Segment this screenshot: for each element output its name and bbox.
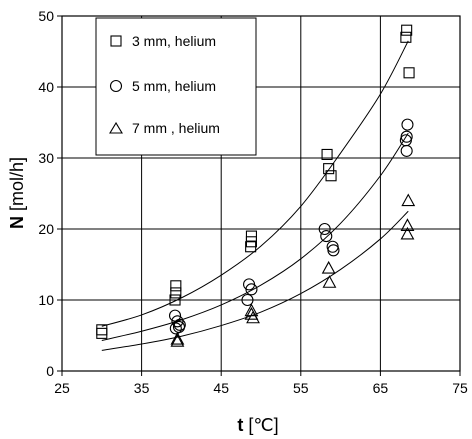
point-3mm [400,31,412,43]
point-7mm [401,193,416,207]
y-tick-label: 20 [38,221,54,237]
data-points [96,24,416,347]
y-tick-label: 50 [38,8,54,24]
y-tick-label: 0 [46,363,54,379]
x-tick-label: 65 [373,380,389,396]
point-7mm [400,218,415,231]
point-3mm [321,148,333,160]
point-7mm [321,260,336,274]
fit-curve-5mm [101,132,409,341]
point-7mm [246,310,260,324]
x-axis-title: t [℃] [237,415,278,435]
legend-label-7mm: 7 mm , helium [132,120,220,136]
point-3mm [401,24,413,36]
fit-curve-7mm [101,210,409,351]
y-axis-symbol: N [7,216,27,229]
point-3mm [96,324,108,336]
point-5mm [241,293,254,307]
tick-labels: 25 35 45 55 65 75 0 10 20 30 40 50 [38,8,468,396]
point-5mm [168,309,182,322]
point-3mm [403,67,415,79]
point-3mm [323,163,335,175]
point-3mm [170,280,182,292]
point-7mm [170,331,185,345]
point-5mm [320,230,333,243]
y-tick-label: 10 [38,292,54,308]
point-3mm [245,241,257,253]
point-3mm [325,170,337,182]
legend-box [95,17,257,156]
legend: 3 mm, helium 5 mm, helium 7 mm , helium [95,17,257,156]
legend-label-5mm: 5 mm, helium [132,78,216,94]
point-5mm [401,118,414,131]
x-axis-unit: [℃] [248,415,278,435]
legend-square-icon [110,35,122,47]
y-tick-label: 30 [38,150,54,166]
x-tick-label: 75 [452,380,468,396]
plot-frame [61,15,461,372]
point-7mm [170,334,185,347]
legend-triangle-icon [109,121,123,134]
point-5mm [318,222,331,236]
point-5mm [400,144,413,157]
x-tick-label: 55 [293,380,309,396]
y-axis-title: N [mol/h] [7,157,27,229]
fit-curves [101,40,409,351]
legend-circle-icon [109,79,123,93]
point-5mm [172,320,186,334]
x-tick-label: 35 [134,380,150,396]
legend-label-3mm: 3 mm, helium [132,33,216,49]
point-3mm [245,230,257,242]
point-5mm [245,283,258,296]
point-3mm [96,327,108,339]
fit-curve-3mm [101,40,409,327]
y-axis-unit: [mol/h] [7,157,27,211]
y-tick-label: 40 [38,79,54,95]
x-tick-label: 25 [54,380,70,396]
point-5mm [171,315,184,328]
point-3mm [170,287,182,299]
point-7mm [400,226,415,240]
point-5mm [327,244,340,257]
point-7mm [322,275,337,288]
point-3mm [169,294,181,306]
x-axis-symbol: t [237,415,243,435]
x-tick-label: 45 [213,380,229,396]
